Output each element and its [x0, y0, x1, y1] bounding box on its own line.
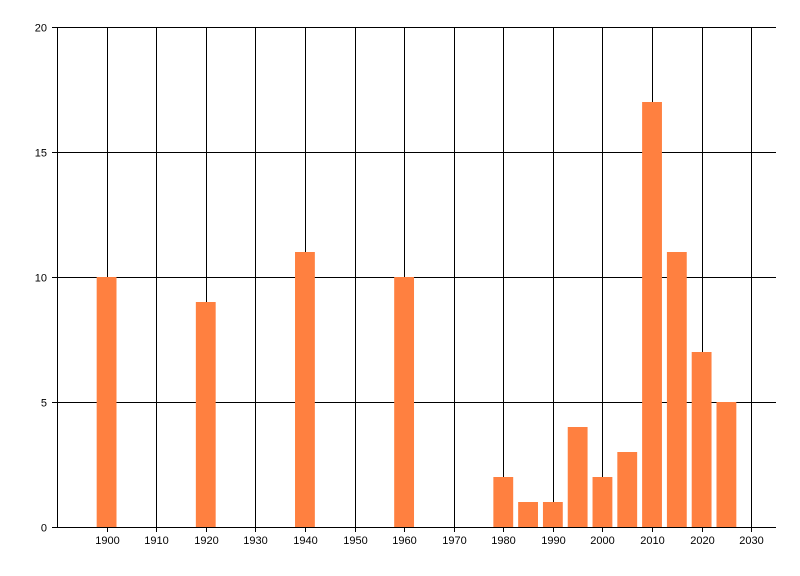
x-tick-label-1930: 1930: [243, 535, 267, 547]
bar-1960: [394, 277, 415, 527]
bar-2005: [617, 452, 638, 527]
axes: [52, 27, 776, 532]
bar-1985: [518, 502, 538, 527]
x-tick-label-1950: 1950: [343, 535, 367, 547]
y-tick-label-10: 10: [35, 273, 47, 285]
x-tick-label-2030: 2030: [739, 535, 763, 547]
bar-2020: [691, 352, 712, 527]
bar-1995: [567, 427, 588, 527]
y-tick-label-5: 5: [41, 398, 47, 410]
x-tick-label-1960: 1960: [392, 535, 416, 547]
bar-2025: [716, 402, 737, 527]
bar-1980: [493, 477, 514, 527]
x-tick-label-2010: 2010: [640, 535, 664, 547]
bar-1920: [195, 302, 216, 527]
x-tick-label-1940: 1940: [293, 535, 317, 547]
y-tick-label-20: 20: [35, 23, 47, 35]
bar-2000: [592, 477, 613, 527]
bar-1900: [96, 277, 117, 527]
bars: [96, 102, 737, 527]
bar-2015: [666, 252, 687, 527]
y-tick-label-15: 15: [35, 148, 47, 160]
tick-labels: 1900 1910 1920 1930 1940 1950 1960 1970 1980 1990…: [35, 23, 764, 548]
x-tick-label-1990: 1990: [541, 535, 565, 547]
bar-1990: [542, 502, 563, 527]
x-tick-label-1920: 1920: [194, 535, 218, 547]
bar-2010: [642, 102, 662, 527]
x-tick-label-1980: 1980: [491, 535, 515, 547]
bar-1940: [295, 252, 315, 527]
x-tick-label-1910: 1910: [144, 535, 168, 547]
y-tick-label-0: 0: [41, 523, 47, 535]
x-tick-label-1970: 1970: [442, 535, 466, 547]
x-tick-label-2000: 2000: [590, 535, 614, 547]
x-tick-label-2020: 2020: [690, 535, 714, 547]
x-tick-label-1900: 1900: [95, 535, 119, 547]
